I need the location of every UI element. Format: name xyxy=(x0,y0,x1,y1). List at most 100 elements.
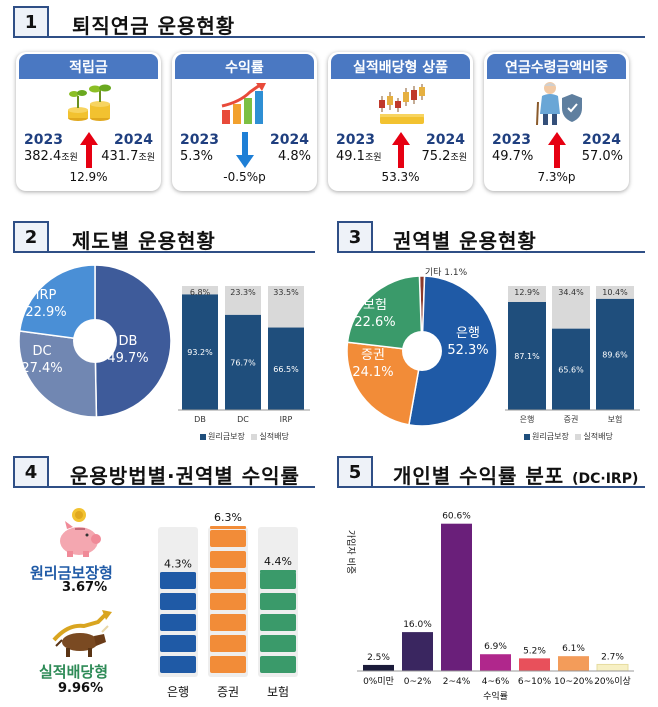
bar-block xyxy=(160,572,196,589)
system-bar-legend: 원리금보장 실적배당 xyxy=(200,431,289,442)
card-pension-ratio: 연금수령금액비중 2023 2024 49.7% 57.0% 7.3%p xyxy=(484,52,629,191)
year-start: 2023 xyxy=(336,132,375,148)
legend-swatch-performance xyxy=(251,433,258,440)
bar-value-label: 6.1% xyxy=(562,644,585,654)
bar-category-label: 보험 xyxy=(608,415,623,424)
change-value: 53.3% xyxy=(381,170,420,184)
year-end: 2024 xyxy=(426,132,465,148)
bar-cap xyxy=(210,526,246,529)
value-start-unit: 조원 xyxy=(61,153,78,163)
section-2-number: 2 xyxy=(13,221,49,253)
bar-chart-growth-icon xyxy=(221,83,266,124)
bar-category-label: 20%이상 xyxy=(594,676,631,687)
bar-category-label: 2~4% xyxy=(443,677,471,687)
section-1-title: 퇴직연금 운용현황 xyxy=(72,14,236,38)
legend-swatch-performance xyxy=(575,433,582,440)
bar-value-label: 60.6% xyxy=(442,512,471,522)
value-start-number: 5.3% xyxy=(180,149,214,164)
bar-block xyxy=(210,593,246,610)
bar-value-label: 76.7% xyxy=(230,358,256,367)
bar-value-label: 2.5% xyxy=(367,653,390,663)
bar-category-label: IRP xyxy=(280,415,293,424)
bar-cap xyxy=(260,570,296,574)
legend-swatch-guaranteed xyxy=(200,433,206,440)
donut-value-label: 22.6% xyxy=(354,315,395,330)
bar-value-label: 87.1% xyxy=(514,352,540,361)
value-end: 57.0% xyxy=(582,149,623,164)
value-start-unit: 조원 xyxy=(364,153,382,163)
bar-block xyxy=(210,656,246,673)
bar-segment-guaranteed xyxy=(182,294,218,410)
sector-bar-legend: 원리금보장 실적배당 xyxy=(524,431,613,442)
bar-block xyxy=(210,530,246,547)
bar-block xyxy=(260,635,296,652)
donut-value-label: 27.4% xyxy=(21,361,62,376)
donut-hole xyxy=(73,319,117,363)
value-start-number: 49.1 xyxy=(336,149,365,164)
bar-block xyxy=(260,656,296,673)
section-5-title-suffix: (DC·IRP) xyxy=(572,471,639,487)
donut-slice xyxy=(408,275,498,427)
bar-category-label: 0~2% xyxy=(404,677,432,687)
system-donut-chart: DB 49.7% DC 27.4% IRP 22.9% xyxy=(18,264,172,418)
sector-donut-chart: 은행 52.3% 증권 24.1% 보험 22.6% 기타 1.1% xyxy=(346,267,498,427)
method-guaranteed-value: 3.67% xyxy=(62,580,108,595)
bar-segment-performance xyxy=(552,286,590,329)
bar-segment-guaranteed xyxy=(225,314,261,410)
year-end: 2024 xyxy=(582,132,621,148)
section-4-title: 운용방법별·권역별 수익률 xyxy=(70,464,300,488)
card-title: 실적배당형 상품 xyxy=(331,54,470,79)
donut-value-label: 52.3% xyxy=(447,343,488,358)
legend-label-performance: 실적배당 xyxy=(583,432,613,441)
section-5-title-text: 개인별 수익률 분포 xyxy=(393,464,565,488)
value-end-unit: 조원 xyxy=(450,153,467,163)
section-1-number: 1 xyxy=(13,6,49,38)
card-title: 연금수령금액비중 xyxy=(487,54,626,79)
bar xyxy=(480,654,511,671)
value-end-number: 57.0% xyxy=(581,149,623,164)
year-start: 2023 xyxy=(24,132,63,148)
bar-segment-performance xyxy=(182,286,218,295)
bar-block xyxy=(210,614,246,631)
bar-value-label: 16.0% xyxy=(403,620,432,630)
donut-label: 은행 xyxy=(456,325,480,341)
bar-category-label: 은행 xyxy=(167,684,189,699)
bar-category-label: 10~20% xyxy=(554,677,593,687)
bar-value-label: 12.9% xyxy=(514,288,540,297)
bar-block xyxy=(260,572,296,589)
year-start: 2023 xyxy=(180,132,219,148)
bar-value-label: 10.4% xyxy=(602,288,628,297)
section-5-number: 5 xyxy=(337,456,373,488)
section-5-underline xyxy=(373,486,645,488)
system-stacked-bar-chart: 6.8% 93.2% DB 23.3% 76.7% DC 33.5% 66.5% IRP xyxy=(178,286,310,424)
bar-category-label: 0%미만 xyxy=(363,676,394,687)
section-2-underline xyxy=(49,251,315,253)
change-value: 7.3%p xyxy=(537,170,576,184)
bar-value-label: 4.4% xyxy=(264,555,292,568)
value-end: 75.2조원 xyxy=(421,149,467,164)
bar-segment-guaranteed xyxy=(596,298,634,410)
donut-label: IRP xyxy=(36,288,57,303)
bar-segment-performance xyxy=(268,286,304,328)
section-1-underline xyxy=(49,36,645,38)
bar-block xyxy=(160,656,196,673)
bar-block xyxy=(160,593,196,610)
bar-category-label: 6~10% xyxy=(518,677,552,687)
donut-slice-db xyxy=(94,264,172,418)
legend-label-performance: 실적배당 xyxy=(259,432,289,441)
section-2-title: 제도별 운용현황 xyxy=(72,229,216,253)
bar-value-label: 2.7% xyxy=(601,652,624,662)
donut-value-label: 22.9% xyxy=(25,305,66,320)
candlestick-coin-icon xyxy=(379,84,425,124)
bar-value-label: 4.3% xyxy=(164,557,192,570)
value-start-number: 382.4 xyxy=(24,149,62,164)
value-end-number: 4.8% xyxy=(277,149,311,164)
elderly-shield-icon xyxy=(536,82,582,126)
bar-value-label: 33.5% xyxy=(273,288,299,297)
value-start: 49.1조원 xyxy=(336,149,382,164)
section-3-title: 권역별 운용현황 xyxy=(393,229,537,253)
value-start-number: 49.7% xyxy=(492,149,534,164)
bar-value-label: 23.3% xyxy=(230,288,256,297)
legend-swatch-guaranteed xyxy=(524,433,530,440)
bar-value-label: 66.5% xyxy=(273,365,299,374)
